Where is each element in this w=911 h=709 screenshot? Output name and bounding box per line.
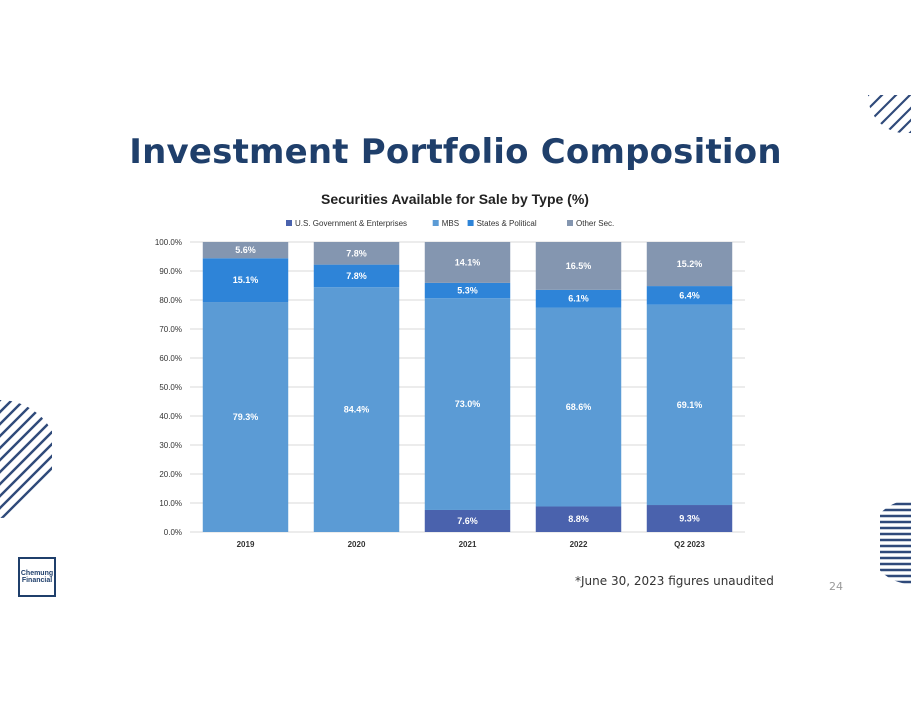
data-label: 14.1% — [455, 257, 481, 267]
legend-label: MBS — [442, 219, 459, 228]
y-tick-label: 90.0% — [159, 267, 182, 276]
y-tick-label: 40.0% — [159, 412, 182, 421]
decorative-stripes-bottom-right — [880, 502, 911, 584]
x-tick-label: 2021 — [459, 540, 477, 549]
data-label: 5.6% — [235, 245, 256, 255]
data-label: 7.8% — [346, 271, 367, 281]
x-tick-label: 2019 — [237, 540, 255, 549]
data-label: 5.3% — [457, 286, 478, 296]
footnote: *June 30, 2023 figures unaudited — [575, 574, 774, 588]
bar-segment — [202, 302, 289, 532]
data-label: 6.4% — [679, 290, 700, 300]
y-tick-label: 60.0% — [159, 354, 182, 363]
data-label: 68.6% — [566, 402, 592, 412]
bar-segment — [424, 282, 511, 299]
bar-segment — [535, 506, 622, 532]
decorative-stripes-left — [0, 400, 52, 518]
bar-segment — [202, 258, 289, 303]
legend-label: Other Sec. — [576, 219, 614, 228]
bar-segment — [424, 242, 511, 283]
data-label: 84.4% — [344, 405, 370, 415]
bar-segment — [646, 505, 733, 532]
page-number: 24 — [829, 580, 843, 593]
bar-segment — [646, 242, 733, 287]
y-tick-label: 80.0% — [159, 296, 182, 305]
bar-segment — [646, 286, 733, 305]
bar-segment — [646, 304, 733, 506]
y-tick-label: 10.0% — [159, 499, 182, 508]
data-label: 8.8% — [568, 514, 589, 524]
bar-segment — [535, 242, 622, 290]
data-label: 15.1% — [233, 275, 259, 285]
y-tick-label: 70.0% — [159, 325, 182, 334]
data-label: 9.3% — [679, 514, 700, 524]
legend-label: States & Political — [477, 219, 537, 228]
logo-text-line-1: Chemung — [20, 570, 54, 577]
data-label: 79.3% — [233, 412, 259, 422]
y-tick-label: 20.0% — [159, 470, 182, 479]
legend-swatch — [286, 220, 292, 226]
data-label: 7.6% — [457, 516, 478, 526]
data-label: 73.0% — [455, 399, 481, 409]
legend-swatch — [567, 220, 573, 226]
bar-segment — [424, 509, 511, 532]
bar-segment — [424, 298, 511, 510]
chart-title: Securities Available for Sale by Type (%… — [321, 191, 589, 207]
x-tick-label: 2020 — [348, 540, 366, 549]
legend-swatch — [467, 220, 474, 226]
y-tick-label: 0.0% — [164, 528, 182, 537]
data-label: 69.1% — [677, 400, 703, 410]
x-tick-label: 2022 — [570, 540, 588, 549]
bar-segment — [202, 242, 289, 259]
x-tick-label: Q2 2023 — [674, 540, 705, 549]
data-label: 16.5% — [566, 261, 592, 271]
legend-swatch — [432, 220, 439, 226]
bar-segment — [313, 242, 400, 265]
bar-segment — [535, 289, 622, 308]
data-label: 7.8% — [346, 248, 367, 258]
y-tick-label: 50.0% — [159, 383, 182, 392]
decorative-stripes-top-right — [868, 95, 911, 133]
y-tick-label: 30.0% — [159, 441, 182, 450]
legend-label: U.S. Government & Enterprises — [295, 219, 407, 228]
slide-title: Investment Portfolio Composition — [129, 132, 782, 172]
bar-segment — [313, 264, 400, 288]
company-logo: Chemung Financial — [18, 557, 56, 597]
data-label: 6.1% — [568, 294, 589, 304]
logo-text-line-2: Financial — [21, 577, 53, 584]
bar-segment — [313, 287, 400, 532]
y-tick-label: 100.0% — [155, 238, 182, 247]
bar-segment — [535, 307, 622, 507]
data-label: 15.2% — [677, 259, 703, 269]
